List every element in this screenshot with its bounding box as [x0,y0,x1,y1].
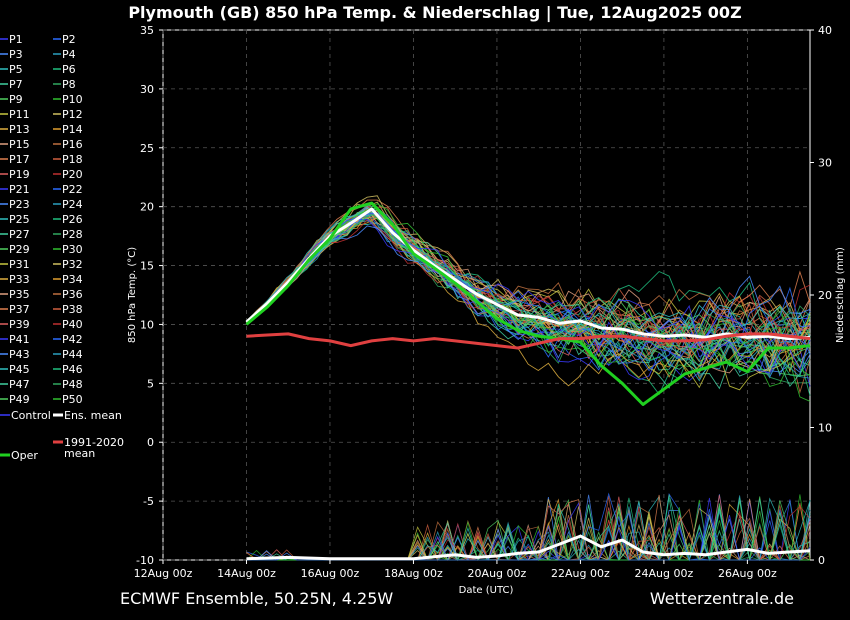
series-line [245,207,811,341]
legend-label: P8 [62,78,76,91]
legend-label: P47 [9,378,30,391]
x-tick-label: 18Aug 00z [384,567,443,580]
y-tick-label: 30 [140,83,154,96]
series-line [246,332,811,350]
y2-tick-label: 40 [818,24,832,37]
legend-label: P23 [9,198,30,211]
precip-mean-line [246,534,811,561]
legend-label: P32 [62,258,83,271]
legend-label: P41 [9,333,30,346]
legend-label: P24 [62,198,83,211]
legend-label: P49 [9,393,30,406]
legend-label: P15 [9,138,30,151]
x-tick-label: 26Aug 00z [718,567,777,580]
legend-label: P20 [62,168,83,181]
y-axis-label: 850 hPa Temp. (°C) [127,247,138,343]
legend-label: P48 [62,378,83,391]
legend-label: P38 [62,303,83,316]
y-tick-label: 20 [140,201,154,214]
y2-tick-label: 30 [818,157,832,170]
x-tick-label: 16Aug 00z [301,567,360,580]
legend-label: P34 [62,273,83,286]
highlighted-series [245,201,811,561]
legend-label: P42 [62,333,83,346]
legend-label: P7 [9,78,23,91]
x-tick-label: 20Aug 00z [468,567,527,580]
x-tick-label: 14Aug 00z [217,567,276,580]
legend-label: P4 [62,48,76,61]
legend-label: P19 [9,168,30,181]
legend-label: Ens. mean [64,409,122,422]
legend: P1 P2 P3 P4 P5 P6 P7 P8 P9 P10 P11 P12 P13 P14 P15 P16 P… [0,33,124,462]
x-tick-label: 22Aug 00z [551,567,610,580]
y2-tick-label: 20 [818,289,832,302]
footer-source: ECMWF Ensemble, 50.25N, 4.25W [120,589,393,608]
legend-label: P35 [9,288,30,301]
legend-label: P22 [62,183,83,196]
legend-label: P45 [9,363,30,376]
series-line [245,201,811,406]
legend-label: P9 [9,93,23,106]
ensemble-temp-line [246,212,811,379]
legend-label: P12 [62,108,83,121]
legend-label: P26 [62,213,83,226]
legend-label: P1 [9,33,23,46]
legend-label: P14 [62,123,83,136]
legend-label: P10 [62,93,83,106]
footer-site: Wetterzentrale.de [650,589,794,608]
legend-label: P3 [9,48,23,61]
legend-label: P43 [9,348,30,361]
y-tick-label: 10 [140,318,154,331]
legend-label: P46 [62,363,83,376]
legend-label: mean [64,447,95,460]
legend-label: P31 [9,258,30,271]
legend-label: P11 [9,108,30,121]
x-axis-label: Date (UTC) [459,585,514,596]
x-axis-ticks: 12Aug 00z 14Aug 00z 16Aug 00z 18Aug 00z 20Au… [134,560,777,580]
legend-label: Control [11,409,51,422]
legend-label: P44 [62,348,83,361]
legend-label: P21 [9,183,30,196]
ensemble-temp-line [246,225,811,364]
legend-label: P28 [62,228,83,241]
legend-label: P16 [62,138,83,151]
legend-label: P5 [9,63,23,76]
y-tick-label: 15 [140,260,154,273]
legend-label: P13 [9,123,30,136]
y-tick-label: 35 [140,24,154,37]
y2-tick-label: 10 [818,422,832,435]
x-tick-label: 24Aug 00z [635,567,694,580]
legend-label: P17 [9,153,30,166]
y2-tick-label: 0 [818,554,825,567]
legend-label: P25 [9,213,30,226]
legend-label: P18 [62,153,83,166]
y2-axis-label: Niederschlag (mm) [835,247,846,343]
y2-axis-ticks: 0 10 20 30 40 [810,24,832,567]
legend-label: Oper [11,449,38,462]
y-tick-label: -10 [136,554,154,567]
legend-label: 1991-2020 [64,436,124,449]
y-axis-ticks: -10 -5 0 5 10 15 20 25 30 35 [136,24,163,567]
legend-label: P30 [62,243,83,256]
legend-label: P37 [9,303,30,316]
legend-label: P6 [62,63,76,76]
legend-label: P36 [62,288,83,301]
y-tick-label: 5 [147,377,154,390]
legend-label: P27 [9,228,30,241]
legend-label: P2 [62,33,76,46]
y-tick-label: 25 [140,142,154,155]
y-tick-label: -5 [143,495,154,508]
ensemble-temp-line [246,212,811,378]
chart-title: Plymouth (GB) 850 hPa Temp. & Niederschl… [128,3,741,23]
legend-label: P29 [9,243,30,256]
legend-label: P40 [62,318,83,331]
legend-label: P39 [9,318,30,331]
legend-label: P50 [62,393,83,406]
y-tick-label: 0 [147,436,154,449]
legend-label: P33 [9,273,30,286]
x-tick-label: 12Aug 00z [134,567,193,580]
